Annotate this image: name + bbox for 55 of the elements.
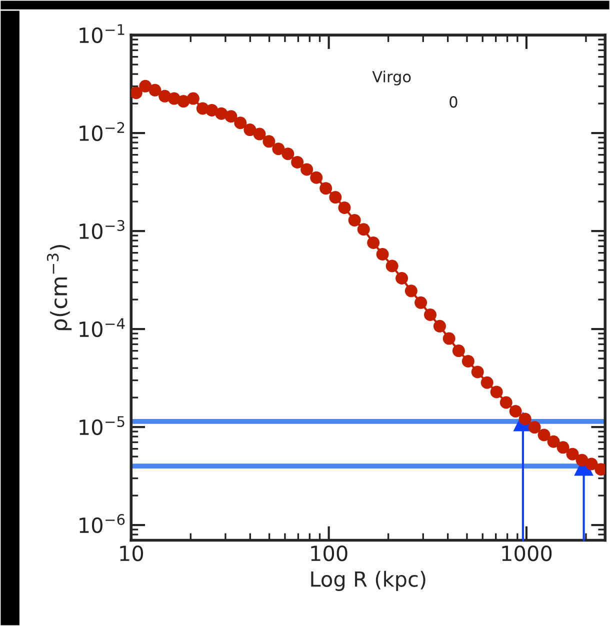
point (386, 260, 398, 272)
point (424, 308, 436, 321)
point (367, 236, 380, 249)
y-tick-label: 10$^{−4}$ (80, 318, 125, 338)
point (300, 163, 314, 176)
y-tick-label: 10$^{−6}$ (80, 514, 125, 534)
point (320, 182, 332, 195)
point (234, 116, 247, 130)
annotation: Virgo (372, 70, 411, 86)
point (471, 366, 484, 378)
point (338, 201, 351, 214)
point (224, 110, 238, 123)
x-axis-title: Log R (kpc) (311, 570, 426, 591)
point (433, 320, 446, 332)
point (442, 332, 456, 345)
y-tick-label: 10$^{−1}$ (80, 24, 124, 44)
point (509, 404, 522, 418)
point (414, 296, 428, 309)
point (538, 428, 550, 442)
point (131, 86, 142, 100)
y-tick-label: 10$^{−2}$ (80, 122, 124, 142)
point (310, 171, 323, 184)
x-tick-label: 10 (120, 545, 144, 562)
point (556, 441, 570, 454)
point (490, 386, 503, 398)
point (282, 148, 294, 160)
point (348, 214, 361, 226)
point (480, 376, 494, 389)
y-axis-title: ρ(cm$^{−3}$) (46, 245, 72, 330)
point (396, 272, 408, 284)
point (547, 435, 560, 448)
point (291, 156, 304, 168)
point (329, 191, 342, 204)
point (452, 344, 465, 358)
point (148, 84, 162, 96)
point (272, 142, 285, 156)
x-tick-label: 100 (311, 545, 348, 562)
point (262, 135, 276, 148)
point (528, 421, 541, 434)
point (253, 128, 266, 140)
point (500, 396, 512, 409)
point (404, 284, 418, 298)
point (357, 223, 370, 236)
point (462, 354, 474, 368)
point (585, 458, 598, 470)
y-tick-label: 10$^{−3}$ (80, 220, 124, 240)
x-tick-label: 1000 (502, 545, 552, 562)
point (186, 92, 200, 105)
point (376, 248, 389, 260)
annotation: 0 (450, 96, 458, 108)
point (139, 80, 152, 92)
y-tick-label: 10$^{−5}$ (80, 416, 124, 436)
point (576, 454, 588, 466)
point (566, 448, 579, 460)
point (244, 124, 256, 136)
